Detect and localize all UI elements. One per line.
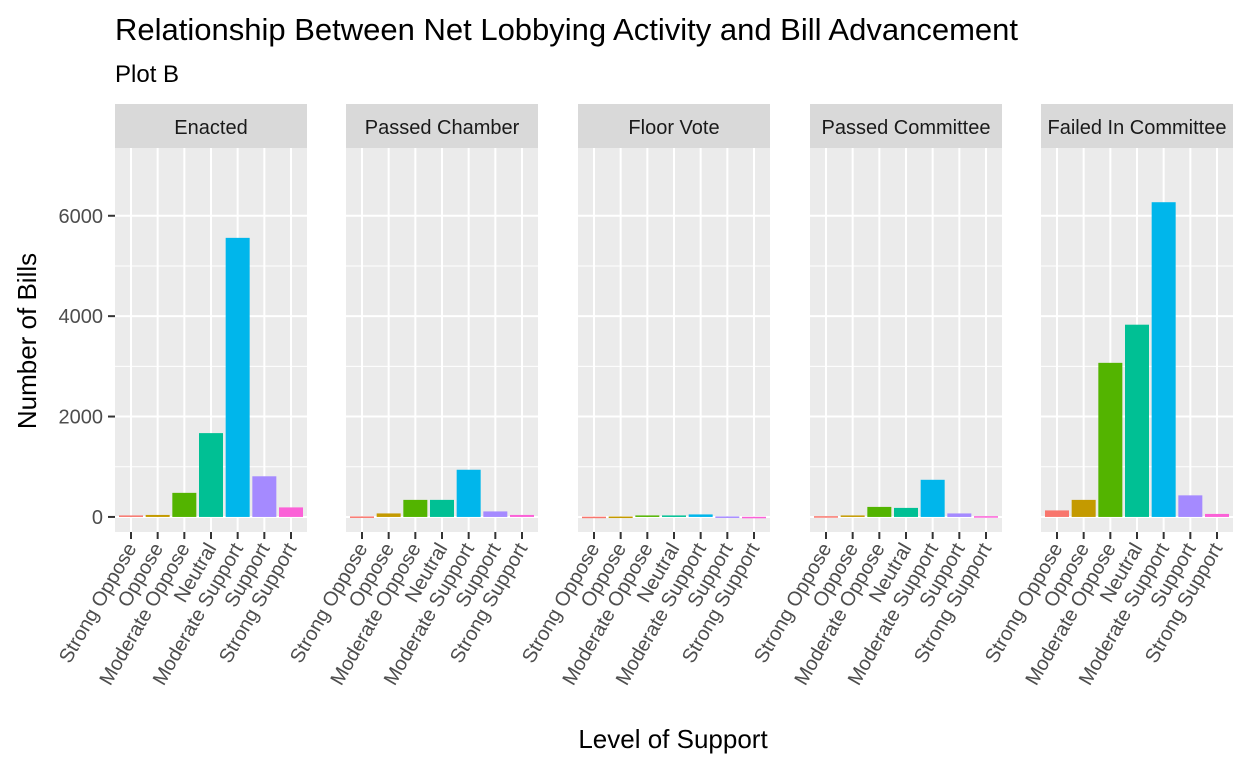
y-axis-title: Number of Bills [12,253,42,429]
bar [483,511,508,517]
facet-strip [1041,104,1233,148]
bar [662,515,686,517]
bar [376,513,401,517]
bar [840,515,865,517]
bar [1125,324,1149,517]
facet-strip-label: Passed Committee [822,117,991,139]
bar [350,516,374,518]
bar [715,516,740,518]
bar [145,514,170,517]
bar [920,479,945,517]
chart-subtitle: Plot B [115,61,179,88]
y-tick-label: 6000 [59,206,104,228]
facet-strip-label: Enacted [174,117,247,139]
bar [225,237,250,517]
bar [814,516,838,518]
bar [1045,510,1069,517]
y-tick-label: 2000 [59,407,104,429]
facet-strip [578,104,770,148]
y-tick-label: 0 [92,507,103,529]
bar [252,476,277,517]
bar [430,499,454,517]
bar [635,515,660,517]
bar [119,515,143,517]
bar [1178,495,1203,517]
x-axis-title: Level of Support [578,724,768,754]
bar [1151,202,1176,517]
bar [172,492,197,517]
bar [608,516,633,519]
y-tick-label: 4000 [59,306,104,328]
bar [947,513,972,517]
bar [688,514,713,517]
facet-strip [810,104,1002,148]
bar [456,469,481,517]
bar [279,507,303,517]
bar [510,514,534,517]
bar [1098,362,1123,517]
bar [582,516,606,519]
chart-title: Relationship Between Net Lobbying Activi… [115,12,1018,47]
facet-strip-label: Passed Chamber [365,117,520,139]
bar [403,499,428,517]
facet-strip-label: Floor Vote [628,117,719,139]
facet-strip [115,104,307,148]
bar [974,516,998,518]
bar [867,506,892,517]
facet-strip [346,104,538,148]
bar [199,433,223,517]
bar [1071,499,1096,517]
facet-strip-label: Failed In Committee [1048,117,1227,139]
bar [1205,513,1229,517]
bar [742,516,766,519]
bar [894,507,918,517]
